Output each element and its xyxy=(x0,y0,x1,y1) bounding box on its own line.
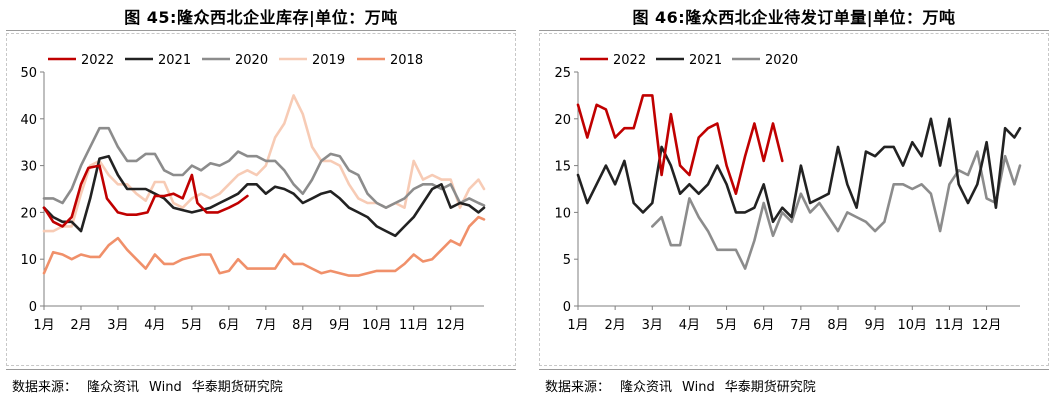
source-label: 数据来源： xyxy=(545,380,611,395)
y-tick-label: 0 xyxy=(29,300,37,315)
y-tick-label: 25 xyxy=(554,66,571,81)
legend-label-2019: 2019 xyxy=(312,53,345,68)
series-line-2022 xyxy=(42,164,249,228)
x-tick-label: 11月 xyxy=(399,318,429,333)
legend-label-2022: 2022 xyxy=(613,53,646,68)
source-item: 隆众资讯 xyxy=(620,380,673,395)
x-tick-label: 3月 xyxy=(642,318,663,333)
chart-frame xyxy=(539,33,1049,366)
x-tick-label: 9月 xyxy=(329,318,350,333)
y-tick-label: 5 xyxy=(563,253,571,268)
x-tick-label: 1月 xyxy=(33,318,54,333)
series-line-2020 xyxy=(651,150,1022,270)
chart-title: 图 46:隆众西北企业待发订单量|单位：万吨 xyxy=(632,8,956,27)
line-chart-inventory: 0 10 20 30 40 50 1月 2月 3月 4月 5月 6月 7月 8月 9月 10月 11月 12月 20… xyxy=(20,53,486,333)
y-tick-label: 15 xyxy=(554,160,571,175)
title-divider xyxy=(539,30,1049,31)
series-line-2021 xyxy=(576,117,1022,224)
y-tick-label: 0 xyxy=(563,300,571,315)
y-tick-label: 20 xyxy=(20,206,37,221)
x-tick-label: 6月 xyxy=(218,318,239,333)
x-tick-label: 5月 xyxy=(181,318,202,333)
legend-label-2021: 2021 xyxy=(158,53,191,68)
x-tick-label: 4月 xyxy=(144,318,165,333)
y-tick-label: 10 xyxy=(554,206,571,221)
legend-label-2020: 2020 xyxy=(235,53,268,68)
x-tick-label: 9月 xyxy=(865,318,886,333)
chart-panel-pending-orders: 图 46:隆众西北企业待发订单量|单位：万吨 0 5 10 15 20 25 1月 2月 3月 4… xyxy=(533,0,1055,407)
x-tick-label: 12月 xyxy=(972,318,1002,333)
chart-panel-inventory: 图 45:隆众西北企业库存|单位：万吨 0 10 20 30 40 50 1月 2月 3月 4月 5… xyxy=(0,0,522,407)
source-note: 数据来源： 隆众资讯 Wind 华泰期货研究院 xyxy=(12,376,293,395)
x-tick-label: 10月 xyxy=(898,318,928,333)
x-tick-label: 2月 xyxy=(605,318,626,333)
source-item: 华泰期货研究院 xyxy=(724,380,816,395)
series-line-2018 xyxy=(42,215,486,277)
series-line-2022 xyxy=(576,94,784,195)
y-tick-label: 40 xyxy=(20,113,37,128)
x-tick-label: 1月 xyxy=(567,318,588,333)
line-chart-pending-orders: 0 5 10 15 20 25 1月 2月 3月 4月 5月 6月 7月 8月 9月 10月 11月 12月 202… xyxy=(554,53,1022,333)
y-tick-label: 10 xyxy=(20,253,37,268)
source-note: 数据来源： 隆众资讯 Wind 华泰期货研究院 xyxy=(545,376,826,395)
source-divider xyxy=(539,369,1049,370)
chart-title: 图 45:隆众西北企业库存|单位：万吨 xyxy=(124,8,398,27)
source-divider xyxy=(6,369,516,370)
legend-label-2020: 2020 xyxy=(765,53,798,68)
x-tick-label: 5月 xyxy=(716,318,737,333)
x-tick-label: 8月 xyxy=(827,318,848,333)
y-tick-label: 20 xyxy=(554,113,571,128)
source-item: Wind xyxy=(682,380,715,395)
x-tick-label: 10月 xyxy=(362,318,392,333)
series-line-2019 xyxy=(42,94,486,233)
series-line-2020 xyxy=(42,126,486,209)
x-tick-label: 7月 xyxy=(790,318,811,333)
x-tick-label: 11月 xyxy=(935,318,965,333)
x-tick-label: 2月 xyxy=(70,318,91,333)
x-tick-label: 4月 xyxy=(679,318,700,333)
title-divider xyxy=(6,30,516,31)
legend-label-2022: 2022 xyxy=(81,53,114,68)
source-label: 数据来源： xyxy=(12,380,78,395)
x-tick-label: 12月 xyxy=(436,318,466,333)
x-tick-label: 8月 xyxy=(292,318,313,333)
legend-label-2021: 2021 xyxy=(689,53,722,68)
source-item: 隆众资讯 xyxy=(87,380,140,395)
chart-frame xyxy=(6,33,516,366)
x-tick-label: 7月 xyxy=(255,318,276,333)
legend-label-2018: 2018 xyxy=(390,53,423,68)
y-tick-label: 50 xyxy=(20,66,37,81)
source-item: 华泰期货研究院 xyxy=(191,380,283,395)
x-tick-label: 6月 xyxy=(753,318,774,333)
y-tick-label: 30 xyxy=(20,160,37,175)
series-line-2021 xyxy=(42,154,486,238)
source-item: Wind xyxy=(149,380,182,395)
x-tick-label: 3月 xyxy=(107,318,128,333)
